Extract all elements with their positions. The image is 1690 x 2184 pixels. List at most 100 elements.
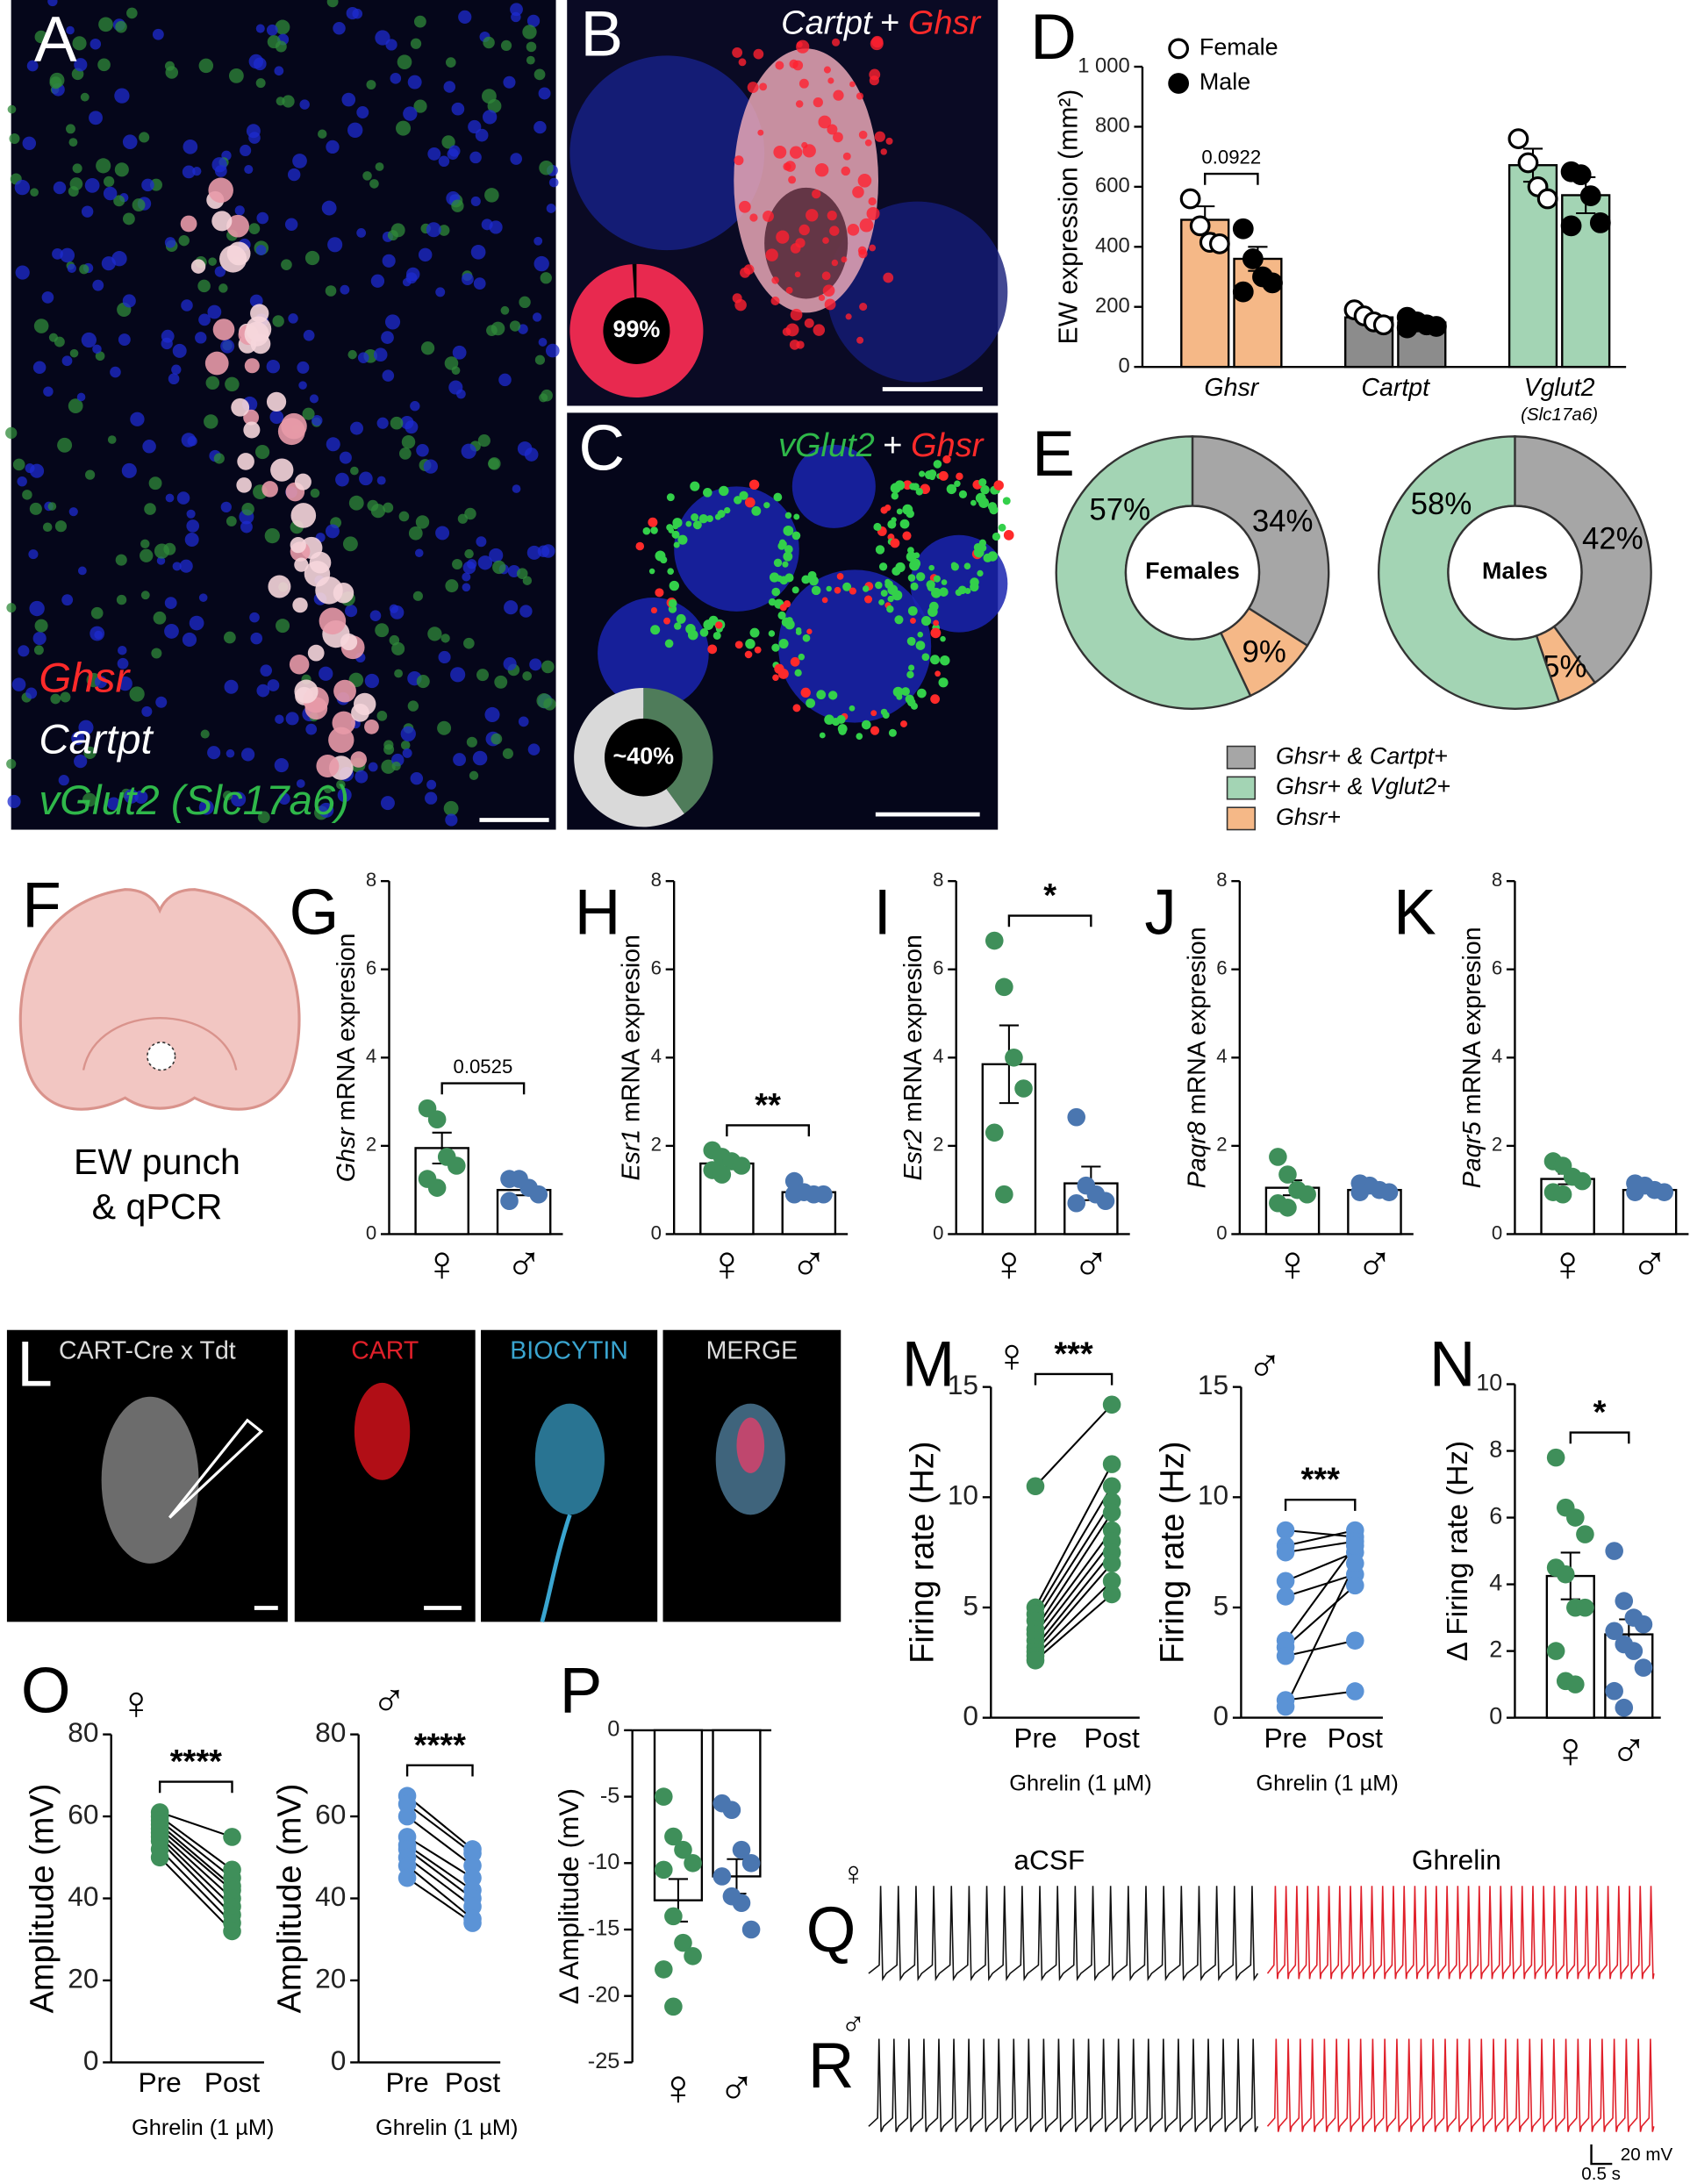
value-label: ~40%	[613, 742, 675, 769]
puncta	[869, 244, 877, 252]
nucleus	[121, 462, 137, 478]
y-tick-label: -25	[588, 2049, 620, 2073]
puncta	[896, 508, 903, 515]
puncta	[917, 631, 924, 638]
nucleus	[47, 0, 58, 7]
puncta	[642, 526, 651, 535]
puncta	[894, 480, 906, 491]
nucleus	[405, 267, 420, 282]
nucleus	[211, 157, 227, 173]
puncta	[963, 562, 971, 569]
data-point	[1589, 212, 1611, 233]
data-point	[664, 1997, 683, 2016]
x-axis-label: Ghrelin (1 µM)	[376, 2116, 518, 2140]
cell	[208, 177, 233, 204]
puncta	[807, 570, 817, 580]
y-tick-label: 15	[948, 1369, 978, 1400]
nucleus	[272, 315, 284, 327]
x-tick-label: ♀	[708, 1236, 746, 1292]
puncta	[666, 493, 675, 502]
nucleus	[156, 556, 166, 565]
paired-line	[1035, 1593, 1113, 1662]
puncta	[909, 483, 917, 491]
paired-line	[1285, 1639, 1356, 1658]
legend-marker	[1168, 73, 1190, 94]
nucleus	[41, 291, 54, 304]
nucleus	[484, 706, 500, 722]
nucleus	[52, 247, 63, 260]
nucleus	[57, 437, 73, 453]
nucleus	[464, 507, 476, 520]
paired-line	[159, 1848, 233, 1924]
puncta	[831, 259, 839, 267]
nucleus	[350, 466, 359, 476]
nucleus	[435, 287, 446, 297]
puncta	[667, 568, 675, 575]
nucleus	[458, 10, 472, 25]
puncta	[973, 547, 985, 558]
puncta	[786, 617, 793, 624]
panel-letter: F	[22, 870, 61, 942]
puncta	[970, 582, 979, 592]
puncta	[819, 732, 826, 739]
data-point	[1278, 1165, 1297, 1184]
puncta	[738, 58, 747, 67]
puncta	[849, 81, 856, 88]
puncta	[813, 97, 823, 108]
data-point	[655, 1960, 673, 1979]
data-point	[1278, 1198, 1297, 1217]
panel-letter: A	[34, 4, 77, 75]
puncta	[676, 613, 686, 624]
puncta	[873, 522, 882, 531]
nucleus	[470, 244, 486, 260]
nucleus	[25, 687, 38, 699]
nucleus	[43, 386, 54, 397]
puncta	[771, 587, 781, 597]
nucleus	[54, 336, 65, 347]
nucleus	[68, 398, 83, 413]
nucleus	[148, 476, 162, 491]
nucleus	[246, 124, 261, 139]
nucleus	[376, 417, 389, 429]
data-point	[1655, 1183, 1673, 1201]
cell	[290, 537, 306, 554]
nucleus	[66, 124, 75, 134]
nucleus	[540, 272, 552, 284]
puncta	[816, 690, 827, 700]
puncta	[717, 509, 726, 519]
nucleus	[362, 171, 372, 181]
puncta	[655, 588, 664, 598]
y-tick-label: 0	[933, 1221, 943, 1243]
puncta	[906, 636, 916, 646]
nucleus	[326, 524, 340, 539]
paired-line	[159, 1832, 233, 1900]
nucleus	[34, 30, 48, 44]
puncta	[880, 590, 888, 598]
condition-label: Ghrelin	[1412, 1844, 1501, 1876]
puncta	[926, 580, 935, 590]
nucleus	[410, 401, 420, 412]
nucleus	[538, 87, 551, 100]
data-point	[1067, 1193, 1086, 1213]
nucleus	[12, 458, 25, 471]
puncta	[777, 611, 786, 619]
nucleus	[103, 186, 118, 201]
nucleus	[303, 329, 315, 341]
panel-letter: D	[1030, 2, 1077, 73]
nucleus	[445, 813, 458, 827]
paired-line	[1285, 1585, 1356, 1648]
cell	[364, 719, 379, 734]
cell	[292, 597, 308, 613]
puncta	[885, 137, 893, 145]
nucleus	[391, 761, 401, 771]
nucleus	[376, 476, 386, 485]
nucleus	[139, 132, 150, 143]
paired-line	[1035, 1540, 1113, 1642]
puncta	[763, 502, 770, 509]
nucleus	[489, 220, 503, 234]
puncta	[920, 616, 932, 627]
data-point	[985, 1123, 1004, 1142]
legend-swatch	[1226, 776, 1257, 800]
puncta	[864, 139, 872, 147]
